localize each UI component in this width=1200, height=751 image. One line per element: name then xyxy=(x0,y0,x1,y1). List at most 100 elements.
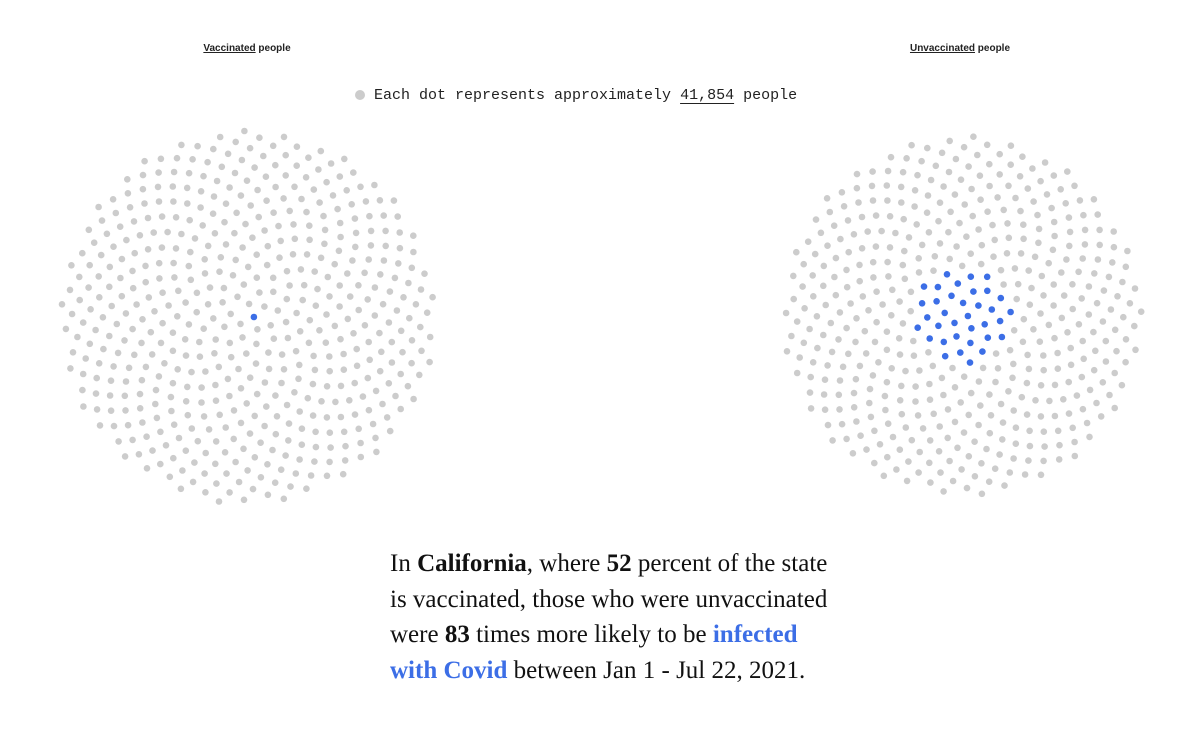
vaccinated-dot xyxy=(221,323,228,331)
unvaccinated-highlight-dot xyxy=(959,299,967,307)
unvaccinated-dot xyxy=(1021,471,1029,478)
vaccinated-dot xyxy=(395,260,402,267)
vaccinated-dot xyxy=(297,266,305,273)
vaccinated-dot xyxy=(136,232,144,239)
vaccinated-dot xyxy=(362,198,370,205)
unvaccinated-dot xyxy=(790,272,797,280)
unvaccinated-dot xyxy=(1066,228,1074,236)
vaccinated-dot xyxy=(316,327,323,334)
vaccinated-dot xyxy=(310,186,318,193)
unvaccinated-dot xyxy=(857,432,864,440)
vaccinated-dot xyxy=(367,227,375,235)
vaccinated-dot xyxy=(348,201,356,208)
unvaccinated-dot xyxy=(1078,295,1085,302)
vaccinated-dot xyxy=(391,274,399,282)
unvaccinated-dot xyxy=(1010,327,1018,334)
unvaccinated-dot xyxy=(1019,338,1027,346)
unvaccinated-dot xyxy=(782,309,790,317)
vaccinated-dot xyxy=(280,133,288,141)
vaccinated-dot xyxy=(326,367,334,375)
vaccinated-dot xyxy=(205,426,213,433)
vaccinated-dot xyxy=(196,353,204,361)
unvaccinated-dot xyxy=(1037,177,1044,185)
vaccinated-dot xyxy=(143,433,150,441)
unvaccinated-highlight-dot xyxy=(914,324,921,332)
vaccinated-dot xyxy=(408,264,416,272)
unvaccinated-dot xyxy=(872,212,880,219)
unvaccinated-dot xyxy=(1034,211,1041,219)
unvaccinated-dot xyxy=(1018,393,1026,401)
vaccinated-dot xyxy=(371,312,379,319)
vaccinated-dot xyxy=(85,226,93,234)
vaccinated-dot xyxy=(224,375,232,383)
unvaccinated-dot xyxy=(865,307,872,314)
unvaccinated-dot xyxy=(935,217,942,225)
unvaccinated-dot xyxy=(884,167,892,175)
vaccinated-dot xyxy=(317,254,325,262)
unvaccinated-dot xyxy=(1119,278,1126,286)
unvaccinated-highlight-dot xyxy=(918,300,926,307)
unvaccinated-dot xyxy=(1107,306,1115,313)
vaccinated-dot xyxy=(390,197,398,204)
vaccinated-dot xyxy=(200,413,208,420)
vaccinated-dot xyxy=(147,328,155,336)
unvaccinated-dot xyxy=(976,172,984,179)
vaccinated-dot xyxy=(200,172,207,180)
unvaccinated-highlight-dot xyxy=(920,283,928,290)
vaccinated-dot xyxy=(240,445,247,453)
unvaccinated-dot xyxy=(882,406,889,414)
vaccinated-dot xyxy=(378,348,385,356)
vaccinated-dot xyxy=(149,447,156,454)
unvaccinated-dot xyxy=(932,162,940,170)
infected-with-covid-link[interactable]: infected with Covid xyxy=(390,621,798,684)
vaccinated-dot xyxy=(118,255,126,263)
vaccinated-dot xyxy=(264,242,272,250)
vaccinated-dot xyxy=(202,368,209,375)
vaccinated-dot xyxy=(334,205,341,213)
unvaccinated-dot xyxy=(852,375,860,383)
unvaccinated-dot xyxy=(858,213,866,221)
unvaccinated-highlight-dot xyxy=(951,319,958,327)
unvaccinated-dot xyxy=(884,258,891,266)
vaccinated-dot xyxy=(226,184,233,191)
unvaccinated-highlight-dot xyxy=(933,298,940,305)
vaccinated-dot xyxy=(296,456,303,463)
unvaccinated-dot xyxy=(859,293,867,300)
vaccinated-dot xyxy=(307,472,315,479)
unvaccinated-dot xyxy=(853,184,861,192)
unvaccinated-dot xyxy=(887,153,895,161)
unvaccinated-dot xyxy=(824,242,831,249)
unvaccinated-dot xyxy=(1099,318,1107,325)
vaccinated-dot xyxy=(118,292,126,300)
unvaccinated-dot xyxy=(910,352,918,360)
unvaccinated-dot xyxy=(1035,225,1043,233)
vaccinated-dot xyxy=(261,227,268,234)
vaccinated-dot xyxy=(270,288,277,296)
unvaccinated-highlight-dot xyxy=(935,322,942,330)
vaccinated-dot xyxy=(245,300,253,308)
unvaccinated-dot xyxy=(889,433,897,441)
vaccinated-dot xyxy=(262,173,270,180)
vaccinated-dot xyxy=(221,218,228,226)
unvaccinated-dot xyxy=(1071,452,1079,460)
unvaccinated-dot xyxy=(1020,235,1027,243)
vaccinated-dot xyxy=(366,356,374,364)
unvaccinated-dot xyxy=(1085,283,1093,290)
vaccinated-dot xyxy=(269,274,277,282)
vaccinated-dot xyxy=(275,222,282,230)
unvaccinated-dot xyxy=(961,201,968,208)
unvaccinated-dot xyxy=(883,378,891,386)
vaccinated-dot xyxy=(232,138,239,146)
unvaccinated-dot xyxy=(1067,344,1074,352)
unvaccinated-dot xyxy=(965,453,973,460)
unvaccinated-dot xyxy=(907,288,915,296)
unvaccinated-dot xyxy=(1050,172,1058,179)
vaccinated-dot xyxy=(265,365,273,373)
vaccinated-dot xyxy=(253,274,261,282)
vaccinated-dot xyxy=(394,213,402,220)
vaccinated-dot xyxy=(243,350,250,357)
vaccinated-dot xyxy=(188,425,196,432)
vaccinated-dot xyxy=(171,274,178,281)
unvaccinated-dot xyxy=(967,389,975,397)
